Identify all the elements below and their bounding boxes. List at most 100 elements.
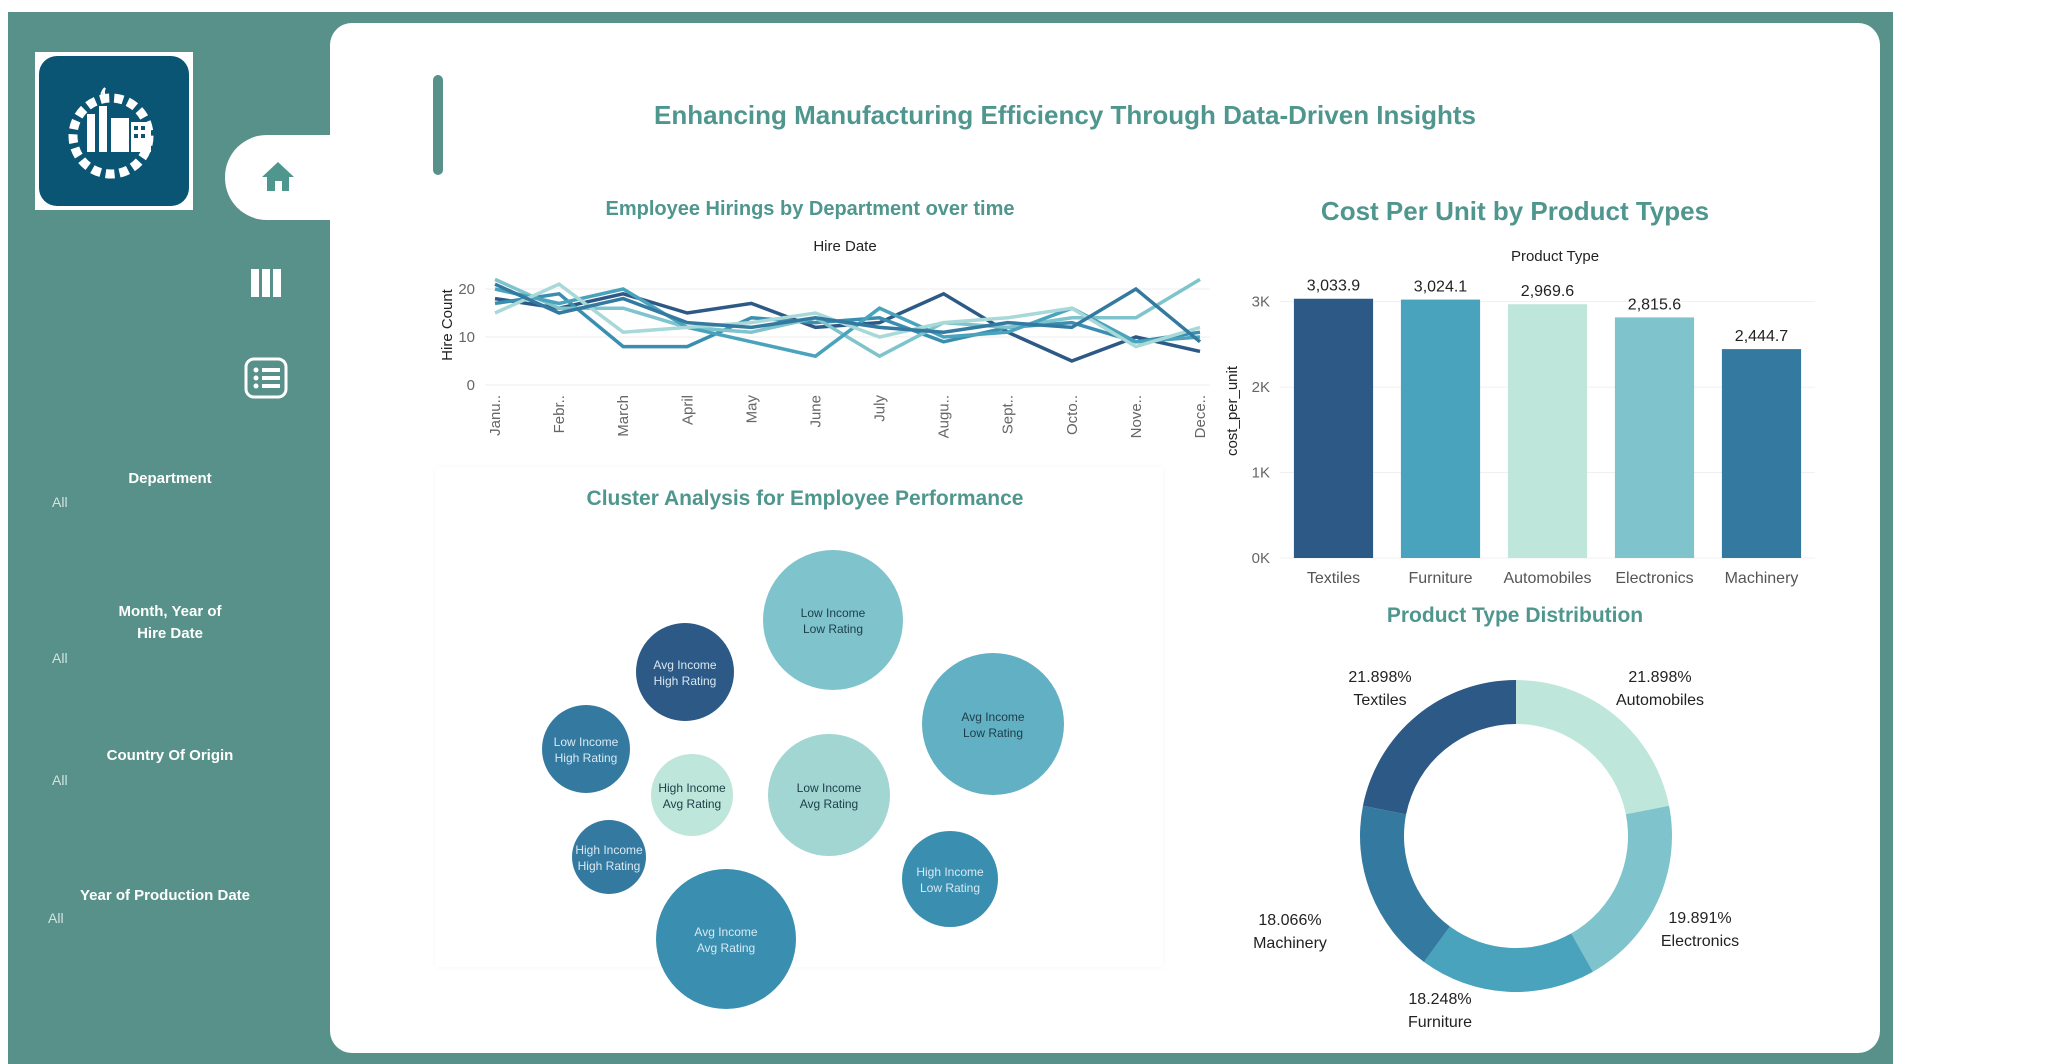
columns-icon[interactable] (249, 267, 285, 299)
x-tick-label: Augu.. (936, 395, 953, 438)
cluster-bubble[interactable] (763, 550, 903, 690)
filter-hire-date-title-line2: Hire Date (137, 625, 203, 642)
logo (35, 52, 193, 210)
bubble-label: Avg Rating (800, 797, 858, 811)
bubble-label: High Income (575, 843, 643, 857)
bubble-label: Low Rating (963, 726, 1023, 740)
slice-name-label: Machinery (1253, 935, 1327, 952)
y-tick-label: 1K (1252, 465, 1270, 482)
slice-name-label: Electronics (1661, 933, 1739, 950)
hirings-x-header: Hire Date (813, 238, 876, 255)
slice-name-label: Textiles (1353, 692, 1406, 709)
y-tick-label: 20 (458, 281, 475, 298)
bar[interactable] (1507, 304, 1588, 558)
page-title: Enhancing Manufacturing Efficiency Throu… (654, 100, 1476, 130)
bubble-label: High Income (658, 781, 726, 795)
y-tick-label: 10 (458, 329, 475, 346)
filter-production-year-title: Year of Production Date (79, 887, 251, 904)
slice-percent-label: 18.066% (1258, 912, 1321, 929)
hirings-y-label: Hire Count (439, 288, 456, 361)
bubble-label: High Income (916, 865, 984, 879)
slice-percent-label: 21.898% (1348, 669, 1411, 686)
bubble-label: High Rating (578, 859, 641, 873)
series-line[interactable] (494, 277, 1201, 359)
cost-bar-chart: Product Type cost_per_unit 0K 1K 2K 3K 3,03… (1224, 248, 1815, 587)
bar-value-label: 2,444.7 (1735, 328, 1788, 345)
bubble-label: High Rating (654, 674, 717, 688)
bar[interactable] (1293, 298, 1374, 558)
distribution-donut-chart: 21.898% Automobiles 19.891% Electronics 18.2… (1253, 669, 1739, 1031)
bar[interactable] (1614, 317, 1695, 558)
x-tick-label: May (743, 395, 760, 424)
slice-percent-label: 18.248% (1408, 991, 1471, 1008)
donut-slice[interactable] (1424, 926, 1593, 992)
x-tick-label: Febr.. (551, 395, 568, 433)
cluster-bubble[interactable] (651, 754, 733, 836)
x-tick-label: April (679, 395, 696, 425)
slice-name-label: Automobiles (1616, 692, 1704, 709)
bubble-label: Avg Rating (663, 797, 721, 811)
cluster-bubble[interactable] (572, 820, 646, 894)
bubble-label: Low Income (801, 606, 866, 620)
slice-name-label: Furniture (1408, 1014, 1472, 1031)
series-line[interactable] (494, 282, 1201, 349)
y-tick-label: 0K (1252, 550, 1270, 567)
filter-country-value[interactable]: All (52, 772, 68, 788)
list-icon[interactable] (244, 357, 288, 399)
filter-department-title: Department (128, 470, 212, 487)
cluster-bubble[interactable] (656, 869, 796, 1009)
cost-chart-title: Cost Per Unit by Product Types (1320, 196, 1710, 226)
donut-slice[interactable] (1360, 805, 1450, 962)
bubble-label: Low Rating (920, 881, 980, 895)
cost-x-header: Product Type (1511, 248, 1599, 265)
series-line[interactable] (494, 282, 1202, 344)
y-tick-label: 0 (467, 377, 475, 394)
series-line[interactable] (494, 291, 1201, 349)
home-icon[interactable] (258, 157, 298, 197)
x-tick-label: March (615, 395, 632, 437)
x-tick-label: Octo.. (1064, 395, 1081, 435)
donut-slice[interactable] (1571, 805, 1672, 972)
bar-value-label: 2,969.6 (1521, 283, 1574, 300)
x-tick-label: Dece.. (1192, 395, 1209, 438)
donut-slice[interactable] (1516, 680, 1670, 815)
x-tick-label: July (872, 395, 889, 422)
bubble-label: Low Income (797, 781, 862, 795)
filter-production-year-value[interactable]: All (48, 910, 64, 926)
bubble-label: High Rating (555, 751, 618, 765)
filter-hire-date-value[interactable]: All (52, 650, 68, 666)
factory-logo-icon (68, 87, 154, 179)
slice-percent-label: 21.898% (1628, 669, 1691, 686)
accent-bar (433, 75, 443, 175)
bubble-label: Avg Income (694, 925, 757, 939)
filter-hire-date-title: Month, Year of Hire Date (70, 601, 270, 645)
x-tick-label: Textiles (1307, 570, 1360, 587)
x-tick-label: Janu.. (487, 395, 504, 436)
bar[interactable] (1721, 349, 1802, 558)
cluster-bubble[interactable] (768, 734, 890, 856)
nav-home-tab[interactable] (225, 135, 340, 220)
bubble-label: Low Rating (803, 622, 863, 636)
bubble-label: Avg Rating (697, 941, 755, 955)
bar[interactable] (1400, 299, 1481, 558)
x-tick-label: Automobiles (1503, 570, 1591, 587)
filter-country-title: Country Of Origin (106, 747, 234, 764)
cluster-bubble[interactable] (902, 831, 998, 927)
bubble-label: Avg Income (961, 710, 1024, 724)
hirings-line-chart: Hire Date Hire Count 0 10 20 Janu.. Febr.. M… (439, 238, 1210, 438)
cost-y-label: cost_per_unit (1224, 365, 1241, 456)
x-tick-label: Nove.. (1128, 395, 1145, 438)
bar-value-label: 2,815.6 (1628, 296, 1681, 313)
x-tick-label: Furniture (1408, 570, 1472, 587)
cluster-bubble-chart: Low Income Low Rating Avg Income High Ratin… (542, 550, 1064, 1009)
hirings-chart-title: Employee Hirings by Department over time (605, 198, 1015, 220)
y-tick-label: 2K (1252, 379, 1270, 396)
cluster-bubble[interactable] (922, 653, 1064, 795)
cluster-bubble[interactable] (636, 623, 734, 721)
bar-value-label: 3,024.1 (1414, 279, 1467, 296)
donut-slice[interactable] (1362, 680, 1516, 815)
y-tick-label: 3K (1252, 294, 1270, 311)
filter-department-value[interactable]: All (52, 494, 68, 510)
x-tick-label: Sept.. (1000, 395, 1017, 434)
cluster-bubble[interactable] (542, 705, 630, 793)
